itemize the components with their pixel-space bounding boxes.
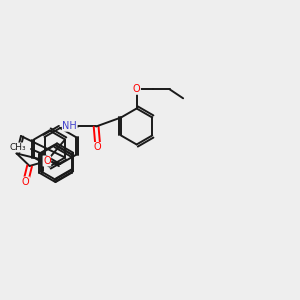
Text: O: O (133, 84, 140, 94)
Text: CH₃: CH₃ (9, 143, 26, 152)
Text: NH: NH (62, 121, 77, 131)
Text: O: O (43, 156, 51, 166)
Text: O: O (22, 177, 29, 187)
Text: O: O (94, 142, 101, 152)
